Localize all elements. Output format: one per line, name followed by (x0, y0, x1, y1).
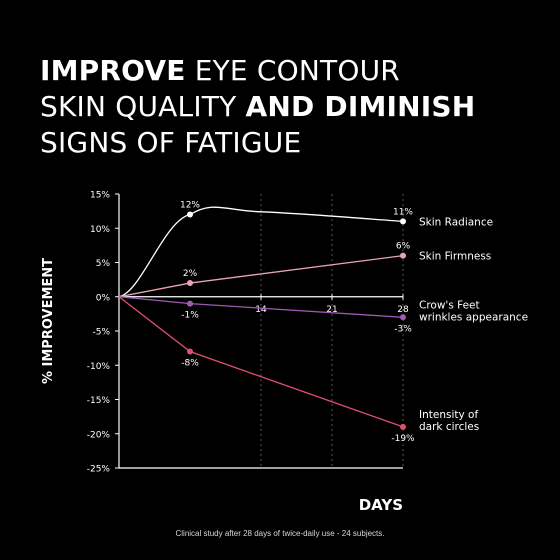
x-tick-label: 14 (255, 305, 267, 315)
series-name-firmness: Skin Firmness (419, 251, 491, 263)
x-tick-label: 28 (397, 305, 409, 315)
series-name-crows_feet: Crow's Feet (419, 299, 480, 311)
series-name-crows_feet: wrinkles appearance (419, 311, 528, 323)
data-label-firmness: 6% (396, 242, 411, 252)
y-tick-label: 0% (96, 293, 111, 303)
data-point-radiance (187, 211, 193, 218)
data-label-crows_feet: -3% (394, 324, 412, 334)
series-line-dark_circles (118, 296, 404, 428)
series-name-dark_circles: dark circles (419, 421, 479, 433)
data-point-dark_circles (400, 423, 406, 430)
y-tick-label: -20% (87, 430, 111, 440)
y-tick-label: 15% (90, 191, 110, 201)
headline-line-3: SIGNS OF FATIGUE (40, 125, 302, 159)
headline-line-2: SKIN QUALITY AND DIMINISH (40, 89, 476, 123)
headline-line-1: IMPROVE EYE CONTOUR (40, 53, 400, 87)
y-tick-label: -25% (87, 465, 111, 475)
data-label-dark_circles: -8% (181, 359, 199, 369)
data-label-radiance: 12% (180, 201, 200, 211)
y-axis-title: % IMPROVEMENT (41, 258, 56, 384)
data-label-firmness: 2% (183, 269, 198, 279)
y-tick-label: -10% (87, 362, 111, 372)
data-label-radiance: 11% (393, 207, 413, 217)
headline: IMPROVE EYE CONTOUR SKIN QUALITY AND DIM… (40, 53, 540, 161)
data-point-crows_feet (400, 314, 406, 321)
y-tick-label: -15% (87, 396, 111, 406)
footnote: Clinical study after 28 days of twice-da… (175, 529, 385, 538)
series (118, 206, 406, 430)
x-tick-label: 21 (326, 305, 337, 315)
x-axis-title: DAYS (359, 496, 403, 514)
axes: 15% 10% 5% 0% -5% -10% -15% -20% -25% 14 21 28 % IMP… (41, 191, 409, 515)
series-name-dark_circles: Intensity of (419, 409, 478, 421)
grid (260, 194, 404, 468)
data-point-radiance (400, 218, 406, 225)
series-line-radiance (118, 206, 404, 298)
y-tick-label: -5% (92, 328, 110, 338)
data-point-firmness (400, 252, 406, 259)
data-label-crows_feet: -1% (181, 311, 199, 321)
data-point-firmness (187, 280, 193, 287)
y-tick-label: 5% (96, 259, 111, 269)
labels: 12% 11% Skin Radiance 2% 6% Skin Firmness -1% -… (180, 201, 528, 444)
data-label-dark_circles: -19% (391, 434, 415, 444)
data-point-crows_feet (187, 300, 193, 307)
y-tick-label: 10% (90, 225, 110, 235)
data-point-dark_circles (187, 348, 193, 355)
series-name-radiance: Skin Radiance (419, 216, 493, 228)
